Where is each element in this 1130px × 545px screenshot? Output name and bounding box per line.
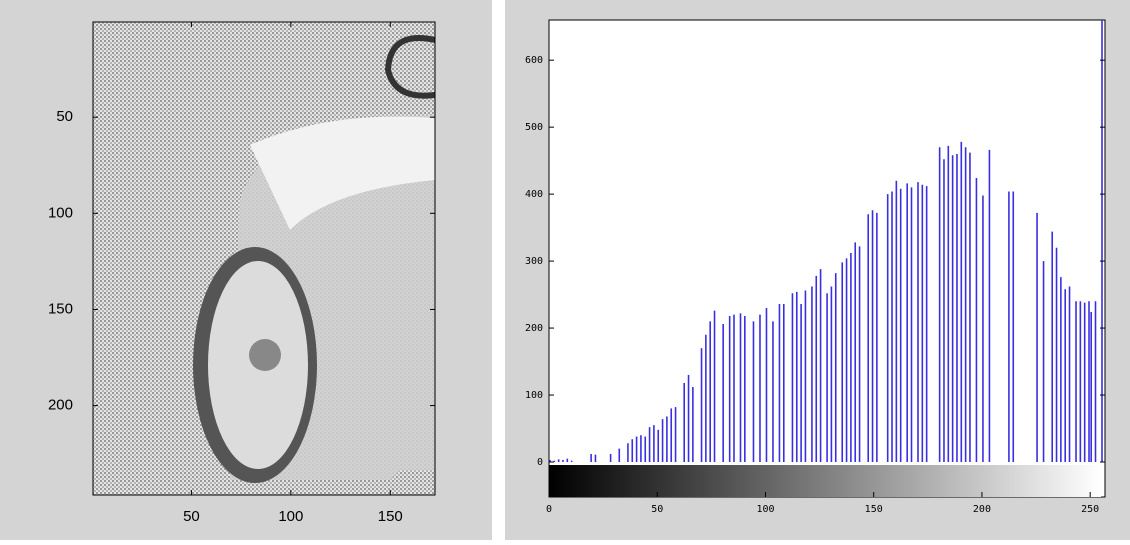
x-tick-label: 0 [546,504,552,515]
y-tick-label: 50 [56,108,73,125]
x-tick-label: 150 [865,504,883,515]
y-tick-label: 0 [537,457,543,468]
x-tick-label: 150 [378,508,403,525]
y-tick-label: 200 [48,397,73,414]
colorbar [549,465,1101,497]
y-tick-label: 600 [525,55,543,66]
y-tick-label: 500 [525,122,543,133]
y-tick-label: 100 [48,204,73,221]
stems [549,20,1103,462]
x-tick-label: 100 [278,508,303,525]
x-tick-label: 250 [1081,504,1099,515]
y-tick-label: 200 [525,323,543,334]
y-tick-label: 300 [525,256,543,267]
image-content [93,22,436,495]
x-tick-label: 100 [756,504,774,515]
x-tick-label: 50 [651,504,663,515]
y-tick-label: 100 [525,390,543,401]
y-tick-label: 400 [525,189,543,200]
axes-frame [92,21,436,496]
y-tick-label: 150 [48,300,73,317]
x-tick-label: 200 [973,504,991,515]
x-tick-label: 50 [183,508,200,525]
